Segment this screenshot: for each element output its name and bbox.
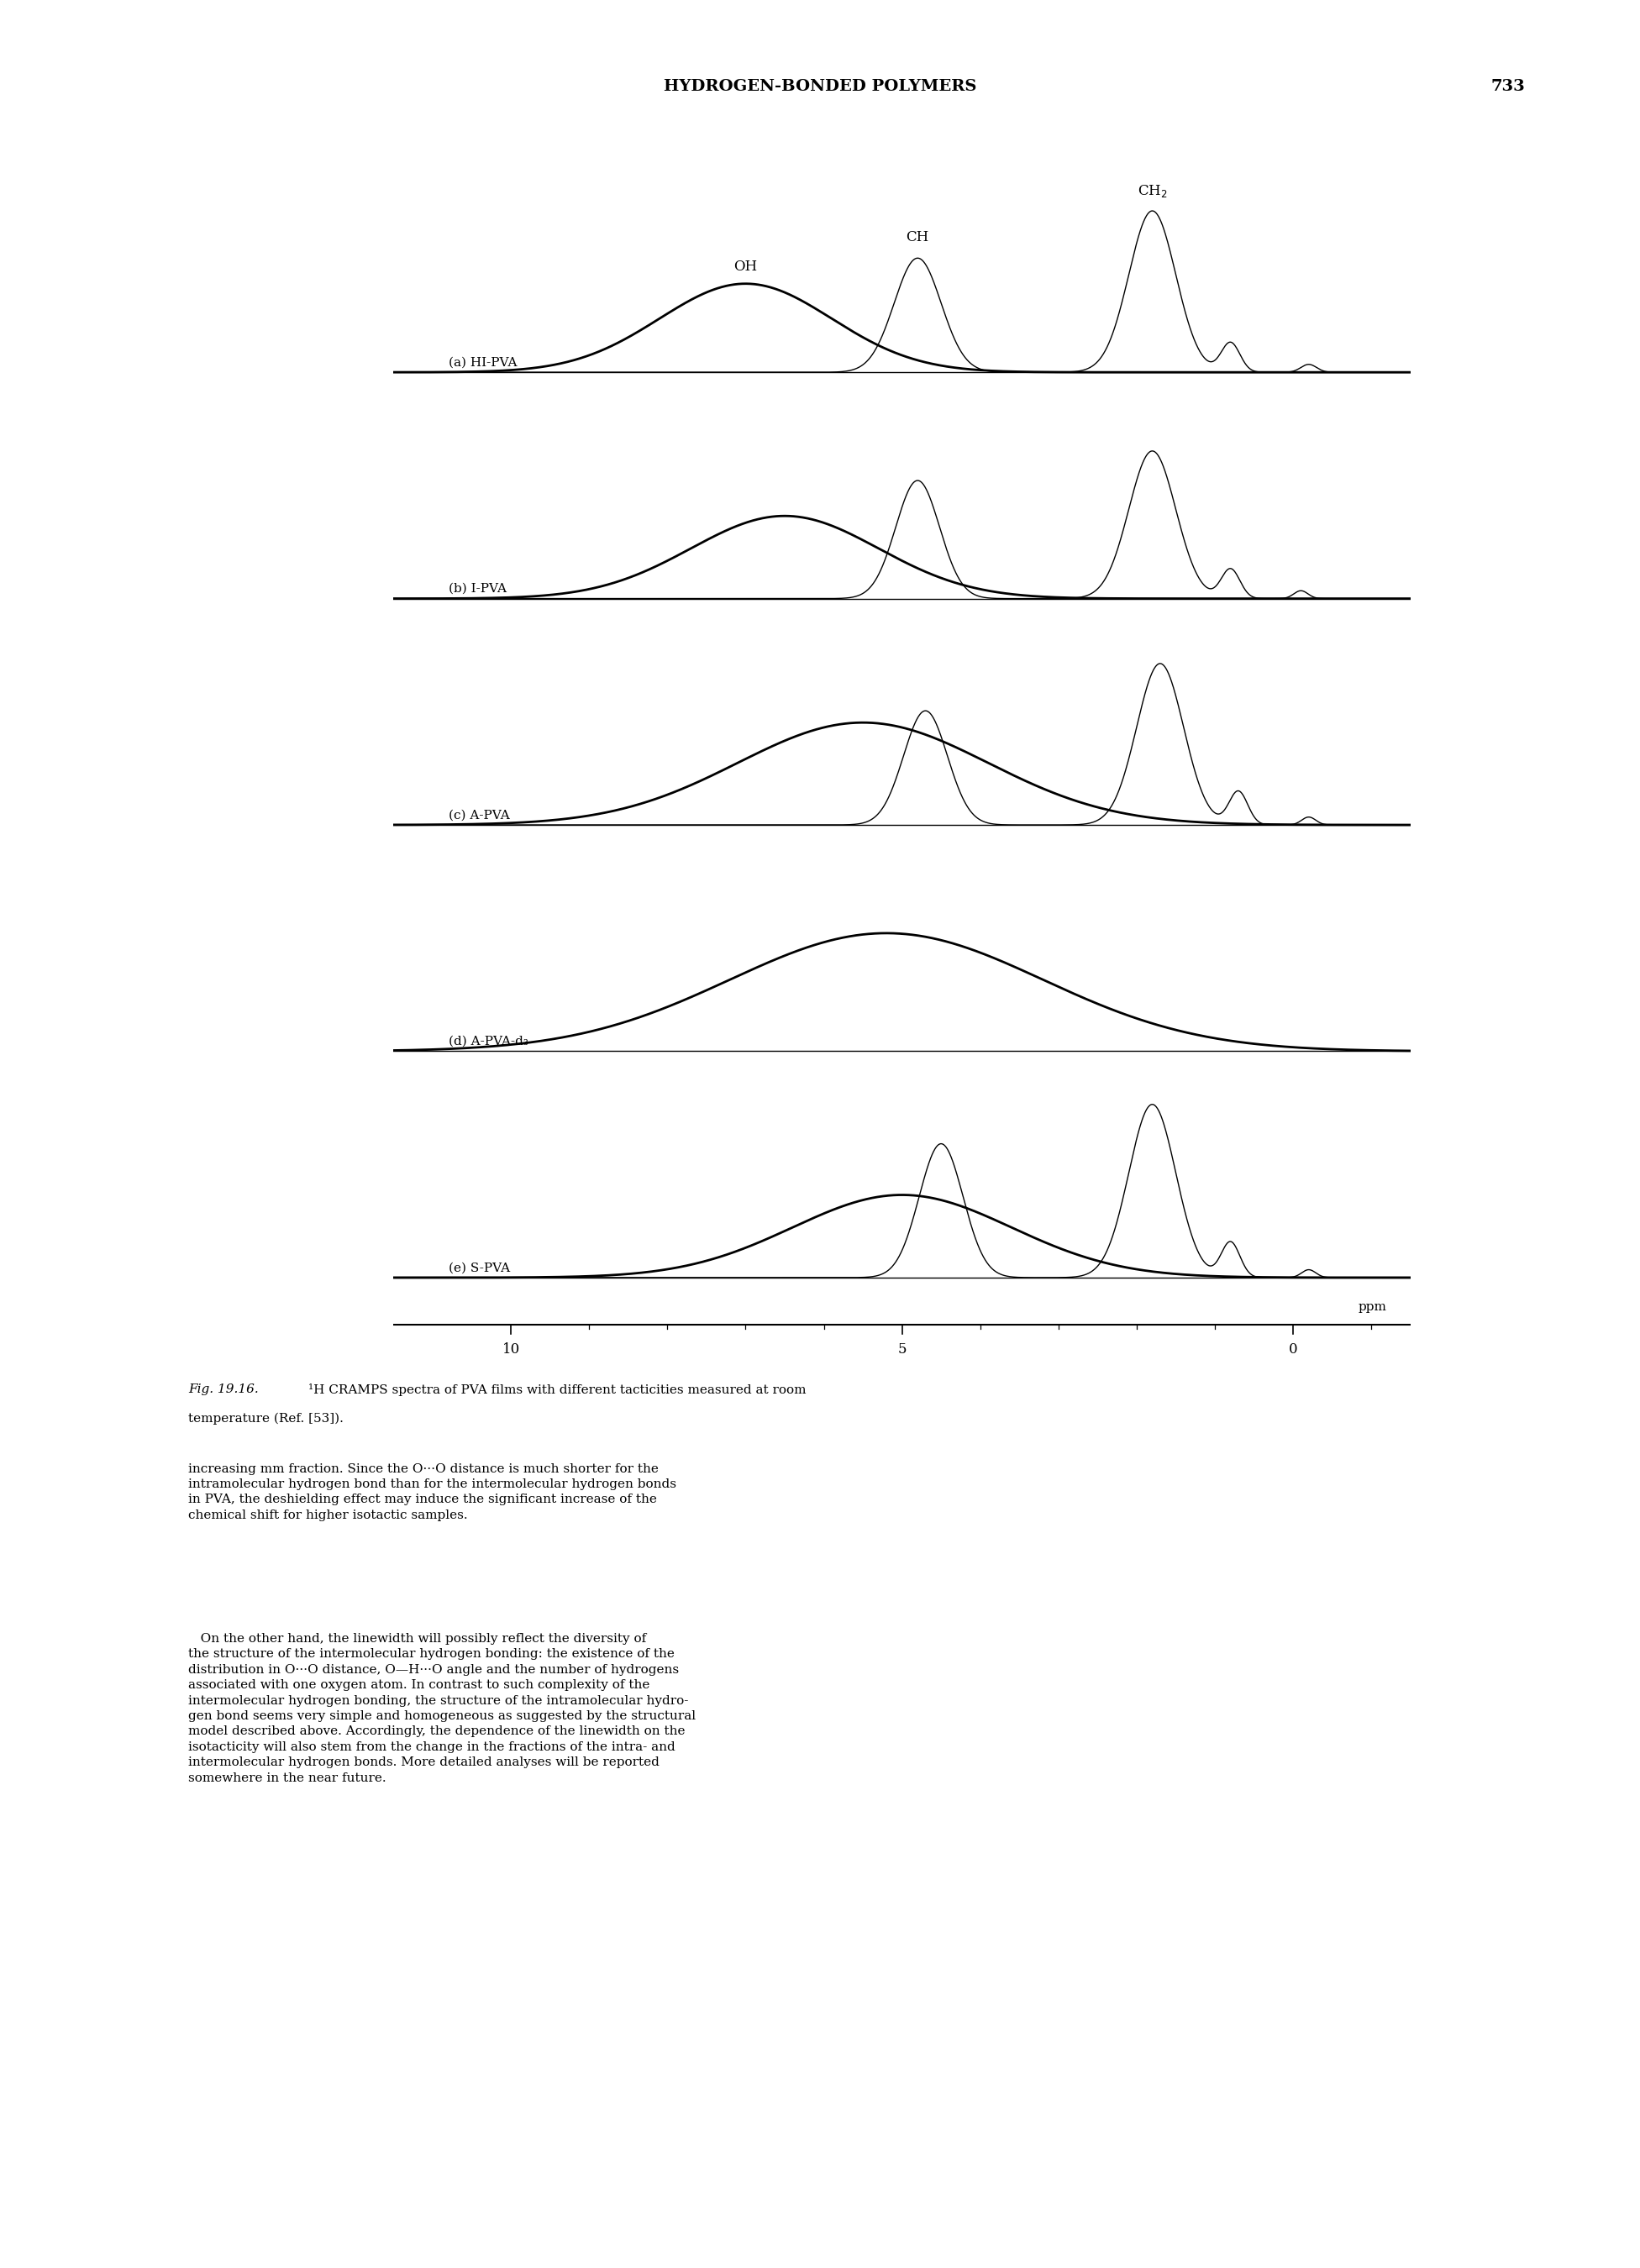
Text: (b) I-PVA: (b) I-PVA — [448, 583, 507, 594]
Text: ¹H CRAMPS spectra of PVA films with different tacticities measured at room: ¹H CRAMPS spectra of PVA films with diff… — [308, 1383, 807, 1397]
Text: 0: 0 — [1289, 1343, 1297, 1356]
Text: OH: OH — [733, 259, 758, 274]
Text: (d) A-PVA-d₃: (d) A-PVA-d₃ — [448, 1036, 528, 1048]
Text: CH$_2$: CH$_2$ — [1137, 184, 1168, 200]
Text: (e) S-PVA: (e) S-PVA — [448, 1261, 510, 1275]
Text: 10: 10 — [502, 1343, 520, 1356]
Text: temperature (Ref. [53]).: temperature (Ref. [53]). — [189, 1413, 344, 1424]
Text: HYDROGEN-BONDED POLYMERS: HYDROGEN-BONDED POLYMERS — [664, 79, 976, 95]
Text: increasing mm fraction. Since the O···O distance is much shorter for the
intramo: increasing mm fraction. Since the O···O … — [189, 1463, 677, 1522]
Text: On the other hand, the linewidth will possibly reflect the diversity of
the stru: On the other hand, the linewidth will po… — [189, 1633, 695, 1785]
Text: (a) HI-PVA: (a) HI-PVA — [448, 356, 517, 367]
Text: (c) A-PVA: (c) A-PVA — [448, 810, 510, 821]
Text: ppm: ppm — [1358, 1302, 1387, 1313]
Text: CH: CH — [907, 229, 930, 245]
Text: Fig. 19.16.: Fig. 19.16. — [189, 1383, 259, 1395]
Text: 733: 733 — [1491, 79, 1525, 95]
Text: 5: 5 — [897, 1343, 907, 1356]
